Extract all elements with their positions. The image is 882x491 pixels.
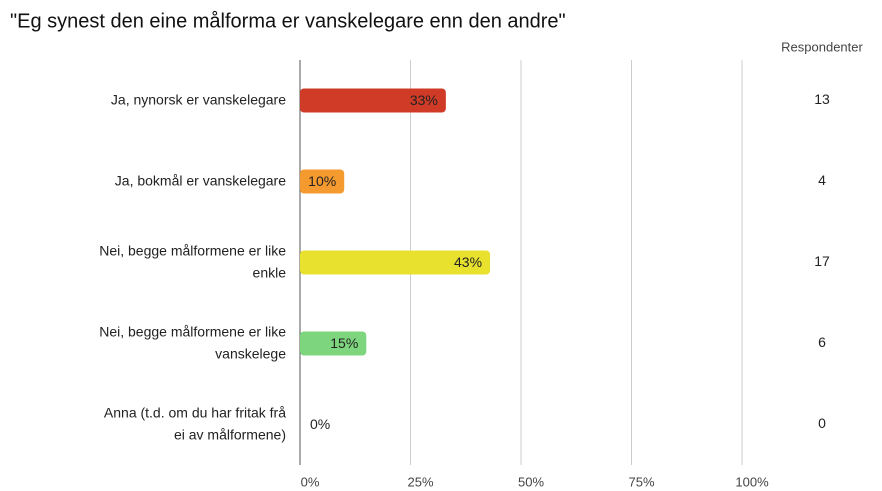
chart-title: "Eg synest den eine målforma er vanskele…: [10, 10, 566, 32]
respondent-count: 13: [814, 91, 830, 107]
bar: [300, 88, 446, 113]
column-header: Respondenter: [781, 39, 863, 54]
value-label: 15%: [330, 335, 358, 351]
category-label: Ja, bokmål er vanskelegare: [115, 172, 286, 188]
category-line: Anna (t.d. om du har fritak frå: [104, 404, 286, 420]
category-line: Ja, nynorsk er vanskelegare: [111, 91, 286, 107]
category-line: ei av målformene): [174, 426, 286, 442]
category-line: Ja, bokmål er vanskelegare: [115, 172, 286, 188]
category-label: Ja, nynorsk er vanskelegare: [111, 91, 286, 107]
bar: [300, 331, 367, 356]
x-tick-label: 25%: [407, 474, 433, 489]
value-label: 33%: [410, 92, 438, 108]
category-line: vanskelege: [215, 345, 286, 361]
category-line: enkle: [253, 264, 287, 280]
x-tick-label: 100%: [735, 474, 769, 489]
x-tick-label: 50%: [518, 474, 544, 489]
x-tick-label: 75%: [628, 474, 654, 489]
value-label: 43%: [454, 254, 482, 270]
category-label: Anna (t.d. om du har fritak frå ei av mål…: [104, 404, 286, 442]
value-label: 10%: [308, 173, 336, 189]
respondent-count: 4: [818, 172, 826, 188]
category-label: Nei, begge målformene er like enkle: [99, 242, 286, 280]
category-label: Nei, begge målformene er like vanskelege: [99, 323, 286, 361]
category-line: Nei, begge målformene er like: [99, 323, 286, 339]
respondent-count: 6: [818, 334, 826, 350]
bar: [300, 250, 491, 275]
x-tick-label: 0%: [301, 474, 320, 489]
category-line: Nei, begge målformene er like: [99, 242, 286, 258]
respondent-count: 0: [818, 415, 826, 431]
bar: [300, 169, 345, 194]
respondent-count: 17: [814, 253, 830, 269]
value-label: 0%: [310, 416, 330, 432]
